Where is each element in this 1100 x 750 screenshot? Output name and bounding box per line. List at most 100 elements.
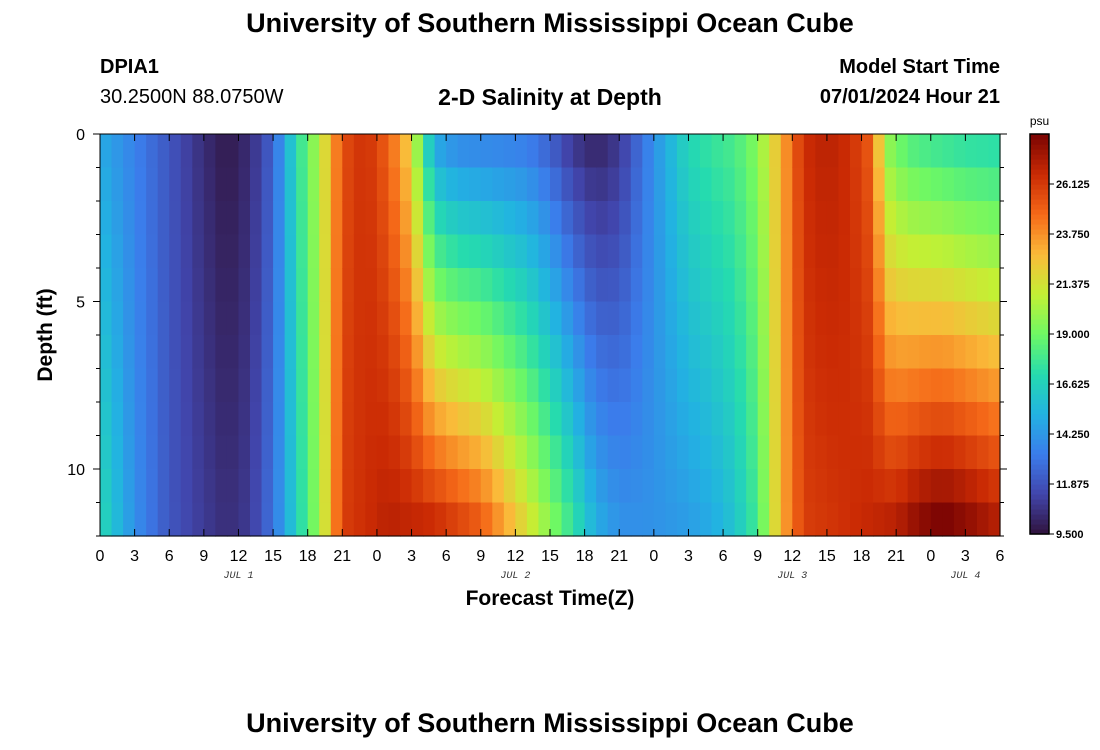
heatmap-cell xyxy=(307,201,320,236)
heatmap-cell xyxy=(123,335,136,370)
heatmap-cell xyxy=(411,134,424,169)
colorbar-segment xyxy=(1030,529,1049,535)
heatmap-cell xyxy=(123,435,136,470)
heatmap-cell xyxy=(838,167,851,202)
heatmap-cell xyxy=(665,368,678,403)
colorbar-segment xyxy=(1030,194,1049,200)
heatmap-cell xyxy=(330,368,343,403)
heatmap-cell xyxy=(503,469,516,504)
heatmap-cell xyxy=(630,335,643,370)
heatmap-cell xyxy=(134,268,147,303)
heatmap-cell xyxy=(376,167,390,202)
heatmap-cell xyxy=(700,234,713,269)
heatmap-cell xyxy=(180,469,193,504)
heatmap-cell xyxy=(907,268,920,303)
heatmap-cell xyxy=(688,368,701,403)
heatmap-cell xyxy=(700,167,713,202)
heatmap-cell xyxy=(826,134,840,169)
colorbar-tick-label: 21.375 xyxy=(1056,279,1090,291)
heatmap-cell xyxy=(919,201,932,236)
heatmap-cell xyxy=(284,201,297,236)
heatmap-cell xyxy=(480,167,493,202)
heatmap-cell xyxy=(215,234,228,269)
heatmap-cell xyxy=(423,502,436,537)
heatmap-cell xyxy=(123,402,136,437)
heatmap-cell xyxy=(953,402,966,437)
heatmap-cell xyxy=(307,234,320,269)
heatmap-cell xyxy=(226,134,240,169)
heatmap-cell xyxy=(976,301,990,336)
heatmap-cell xyxy=(550,335,563,370)
heatmap-cell xyxy=(919,301,932,336)
heatmap-cell xyxy=(746,201,759,236)
heatmap-cell xyxy=(873,301,886,336)
heatmap-cell xyxy=(446,201,459,236)
heatmap-cell xyxy=(296,368,309,403)
colorbar-segment xyxy=(1030,139,1049,145)
heatmap-cell xyxy=(769,368,782,403)
heatmap-cell xyxy=(907,167,920,202)
heatmap-cell xyxy=(850,368,863,403)
heatmap-cell xyxy=(515,201,528,236)
heatmap-cell xyxy=(734,368,747,403)
heatmap-cell xyxy=(665,268,678,303)
heatmap-cell xyxy=(711,435,724,470)
heatmap-cell xyxy=(169,134,182,169)
heatmap-cell xyxy=(330,134,343,169)
heatmap-cell xyxy=(815,435,828,470)
heatmap-cell xyxy=(273,167,286,202)
heatmap-cell xyxy=(780,134,793,169)
heatmap-cell xyxy=(734,134,747,169)
heatmap-cell xyxy=(723,301,736,336)
heatmap-cell xyxy=(780,402,793,437)
footer-title: University of Southern Mississippi Ocean… xyxy=(246,708,854,738)
heatmap-cell xyxy=(526,368,540,403)
heatmap-cell xyxy=(688,502,701,537)
heatmap-cell xyxy=(157,402,170,437)
heatmap-cell xyxy=(780,368,793,403)
heatmap-cell xyxy=(884,167,897,202)
heatmap-cell xyxy=(815,134,828,169)
heatmap-cell xyxy=(919,134,932,169)
heatmap-cell xyxy=(215,502,228,537)
heatmap-cell xyxy=(180,335,193,370)
heatmap-cell xyxy=(630,435,643,470)
heatmap-cell xyxy=(919,469,932,504)
heatmap-cell xyxy=(769,402,782,437)
heatmap-cell xyxy=(526,234,540,269)
date-label: JUL 1 xyxy=(223,571,253,582)
heatmap-cell xyxy=(769,167,782,202)
heatmap-cell xyxy=(319,167,332,202)
heatmap-cell xyxy=(884,368,897,403)
colorbar-segment xyxy=(1030,414,1049,420)
y-axis: 0 5 10 xyxy=(67,127,1007,537)
heatmap-cell xyxy=(550,368,563,403)
heatmap-cell xyxy=(157,268,170,303)
heatmap-cell xyxy=(146,469,159,504)
heatmap-cell xyxy=(457,368,470,403)
heatmap-cell xyxy=(861,469,874,504)
heatmap-cell xyxy=(803,402,816,437)
heatmap-cell xyxy=(492,469,505,504)
heatmap-cell xyxy=(607,234,620,269)
heatmap-cell xyxy=(861,134,874,169)
colorbar-segment xyxy=(1030,159,1049,165)
heatmap-cell xyxy=(226,469,240,504)
colorbar-segment xyxy=(1030,444,1049,450)
heatmap-cell xyxy=(653,167,666,202)
colorbar-segment xyxy=(1030,364,1049,370)
heatmap-cell xyxy=(157,435,170,470)
heatmap-cell xyxy=(561,502,574,537)
heatmap-cell xyxy=(111,134,124,169)
heatmap-cell xyxy=(388,167,401,202)
heatmap-cell xyxy=(965,502,978,537)
colorbar-segment xyxy=(1030,179,1049,185)
heatmap-cell xyxy=(700,402,713,437)
heatmap-cell xyxy=(561,268,574,303)
heatmap-cell xyxy=(111,502,124,537)
heatmap-cell xyxy=(676,368,690,403)
heatmap-cell xyxy=(365,335,378,370)
heatmap-cell xyxy=(111,201,124,236)
heatmap-cell xyxy=(238,368,251,403)
heatmap-cell xyxy=(261,469,274,504)
